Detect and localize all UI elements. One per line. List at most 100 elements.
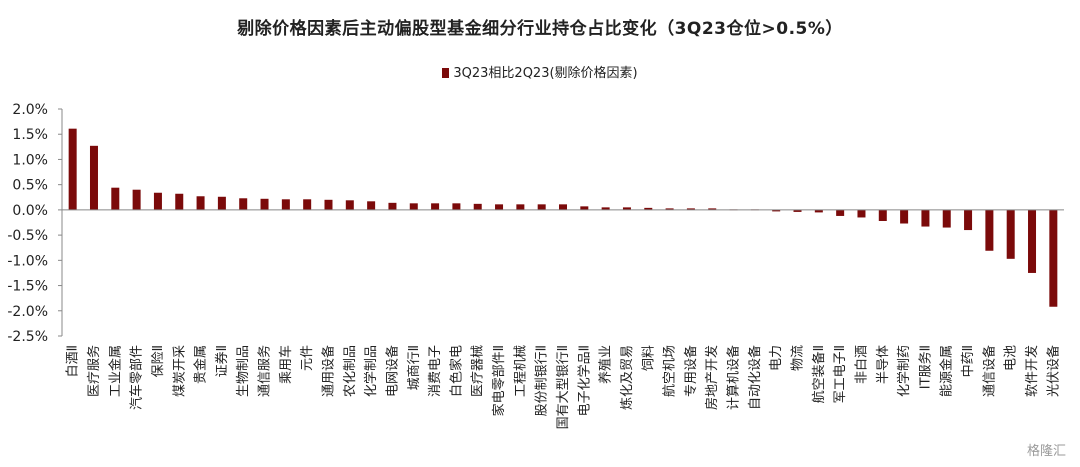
x-tick-label: 物流 <box>791 345 806 371</box>
bar <box>324 199 333 210</box>
bar <box>665 208 674 210</box>
bar <box>1006 209 1015 259</box>
x-tick-label: 电力 <box>769 345 784 371</box>
x-tick-label: 能源金属 <box>939 345 955 397</box>
x-tick-label: 电子化学品Ⅱ <box>576 345 592 416</box>
x-tick-label: 乘用车 <box>278 345 294 384</box>
chart-legend: 3Q23相比2Q23(剔除价格因素) <box>0 62 1080 81</box>
y-tick-label: -0.5% <box>7 228 48 244</box>
x-tick-label: 电网设备 <box>384 345 400 397</box>
x-tick-label: 国有大型银行Ⅱ <box>556 345 571 429</box>
bar <box>367 201 376 210</box>
x-tick-label: 化学制药 <box>896 345 912 397</box>
y-tick-label: 1.0% <box>12 152 48 168</box>
x-tick-label: 军工电子Ⅱ <box>833 345 848 403</box>
x-tick-label: 软件开发 <box>1024 345 1040 397</box>
bar <box>431 203 440 210</box>
bar <box>516 204 525 210</box>
x-tick-label: 航空装备Ⅱ <box>811 345 827 403</box>
y-tick-label: -1.0% <box>7 253 48 269</box>
bar <box>345 200 354 210</box>
y-tick-label: -2.5% <box>7 329 48 345</box>
x-tick-label: 专用设备 <box>683 345 699 397</box>
bar <box>89 145 98 210</box>
x-tick-label: 光伏设备 <box>1045 345 1061 397</box>
bar <box>1028 209 1037 273</box>
y-tick-label: -1.5% <box>7 279 48 295</box>
y-tick-label: -2.0% <box>7 304 48 320</box>
x-tick-label: 工程机械 <box>513 345 528 397</box>
x-tick-label: 炼化及贸易 <box>620 345 635 410</box>
x-tick-label: 医疗器械 <box>471 345 486 397</box>
bar <box>196 196 205 210</box>
x-tick-label: 医疗服务 <box>86 345 102 397</box>
bar <box>537 204 546 210</box>
bar <box>622 207 631 210</box>
x-tick-label: 农化制品 <box>343 345 358 397</box>
bar <box>388 202 397 210</box>
bar <box>153 192 162 210</box>
chart-title: 剔除价格因素后主动偏股型基金细分行业持仓占比变化（3Q23仓位>0.5%） <box>237 19 843 39</box>
bar <box>814 209 823 213</box>
bar <box>303 199 312 210</box>
bar <box>132 189 141 210</box>
x-tick-label: 房地产开发 <box>704 345 720 410</box>
x-tick-label: 中药Ⅱ <box>961 345 976 377</box>
bar <box>900 209 909 224</box>
bar <box>111 187 120 210</box>
bar <box>452 203 461 210</box>
bar <box>175 193 184 210</box>
x-tick-label: 股份制银行Ⅱ <box>535 345 550 416</box>
x-tick-label: 计算机设备 <box>726 345 742 410</box>
x-tick-label: 汽车零部件 <box>129 345 145 410</box>
bar <box>644 207 653 210</box>
bar <box>708 208 717 210</box>
watermark-logo: 格隆汇 <box>1026 444 1066 459</box>
bar <box>836 209 845 216</box>
x-tick-label: 元件 <box>300 345 315 371</box>
x-tick-label: 煤炭开采 <box>172 345 187 397</box>
bar <box>857 209 866 218</box>
x-tick-label: 航空机场 <box>662 345 678 397</box>
bar <box>601 207 610 210</box>
bar <box>1049 209 1058 307</box>
x-tick-label: 通信设备 <box>981 345 997 397</box>
x-tick-label: 贵金属 <box>193 345 209 384</box>
bar <box>942 209 951 228</box>
bar <box>260 198 269 210</box>
x-tick-label: 非白酒 <box>853 345 869 384</box>
legend-label: 3Q23相比2Q23(剔除价格因素) <box>453 66 638 81</box>
bar <box>686 208 695 210</box>
bar <box>580 206 589 210</box>
bar <box>409 203 418 210</box>
x-tick-label: 证券Ⅱ <box>214 345 230 377</box>
bar <box>239 198 248 210</box>
bar <box>878 209 887 221</box>
x-tick-label: 通信服务 <box>257 345 273 397</box>
bar <box>281 199 290 210</box>
y-tick-label: 2.0% <box>12 102 48 118</box>
bar <box>921 209 930 227</box>
x-tick-label: 白酒Ⅱ <box>65 345 81 377</box>
x-tick-label: 白色家电 <box>448 345 464 397</box>
x-tick-label: 养殖业 <box>598 345 614 384</box>
y-tick-label: 0.5% <box>12 178 48 194</box>
x-tick-label: 半导体 <box>876 345 891 384</box>
bar <box>68 128 77 210</box>
x-tick-label: 城商行Ⅱ <box>407 345 422 390</box>
x-tick-label: 保险Ⅱ <box>151 345 166 377</box>
bar <box>964 209 973 231</box>
y-tick-label: 0.0% <box>12 203 48 219</box>
x-tick-label: 工业金属 <box>107 345 123 397</box>
bar <box>217 196 226 210</box>
x-tick-label: 自动化设备 <box>747 345 763 410</box>
x-tick-label: 电池 <box>1004 345 1019 371</box>
legend-swatch <box>442 68 450 78</box>
y-tick-label: 1.5% <box>12 127 48 143</box>
x-tick-label: 通用设备 <box>320 345 336 397</box>
x-tick-label: 消费电子 <box>428 345 443 397</box>
x-tick-label: 饲料 <box>641 345 656 371</box>
bar <box>985 209 994 251</box>
bar <box>473 203 482 210</box>
